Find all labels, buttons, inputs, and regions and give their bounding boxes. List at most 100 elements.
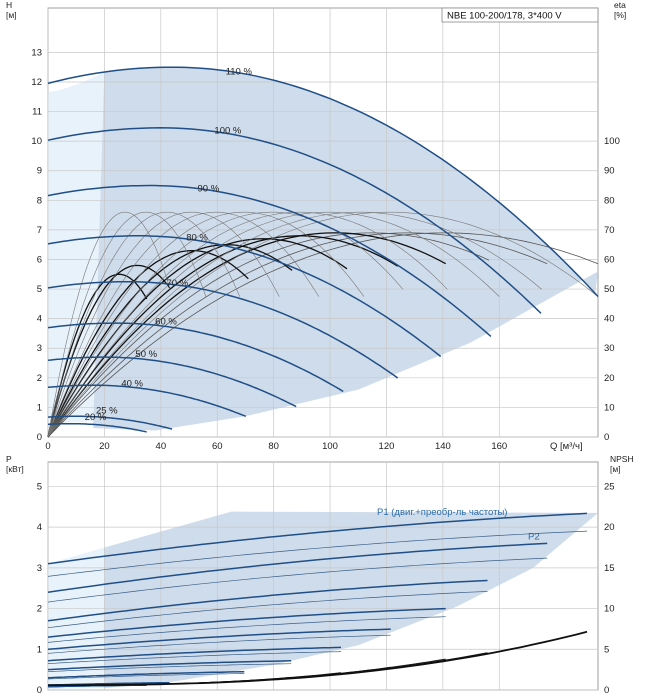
head-curve bbox=[47, 66, 599, 298]
y2-tick-label: 10 bbox=[604, 402, 615, 413]
y-tick-label: 13 bbox=[31, 47, 42, 58]
x-axis-label: Q [м³/ч] bbox=[550, 441, 583, 452]
efficiency-curve bbox=[47, 235, 399, 438]
npsh-curve bbox=[48, 676, 292, 686]
operating-area-bottom bbox=[104, 511, 599, 688]
head-curve bbox=[47, 184, 492, 337]
head-curve bbox=[48, 422, 147, 433]
x-tick-label: 20 bbox=[99, 441, 110, 452]
p2-curve bbox=[47, 557, 548, 603]
p1-curve bbox=[47, 607, 446, 638]
efficiency-curve-thin bbox=[47, 211, 542, 438]
y-tick-label: 12 bbox=[31, 77, 42, 88]
y-tick-label: 5 bbox=[37, 284, 42, 295]
y2-tick-label: 20 bbox=[604, 522, 615, 533]
y2-tick-label: 50 bbox=[604, 284, 615, 295]
head-curve-label: 110 % bbox=[226, 67, 253, 78]
head-curve-label: 80 % bbox=[186, 232, 208, 243]
efficiency-curve-thin bbox=[47, 211, 241, 438]
y-tick-label: 1 bbox=[37, 644, 42, 655]
p1-curve bbox=[47, 646, 342, 662]
x-tick-label: 0 bbox=[45, 441, 50, 452]
y2-tick-label: 0 bbox=[604, 685, 609, 696]
y-tick-label: 4 bbox=[37, 314, 42, 325]
x-tick-label: 40 bbox=[156, 441, 167, 452]
efficiency-curve-thin bbox=[47, 211, 599, 438]
efficiency-curve-thin bbox=[47, 211, 500, 438]
power-npsh-plot: P1 (двиг.+преобр-ль частоты) P2 0 1 2 3 4 5 0 5 10… bbox=[6, 454, 634, 696]
x-tick-label: 80 bbox=[268, 441, 279, 452]
efficiency-curve-thin bbox=[47, 211, 320, 438]
y-tick-label: 0 bbox=[37, 685, 42, 696]
p1-curve bbox=[47, 579, 488, 622]
y-axis-label: H [м] bbox=[6, 0, 17, 20]
efficiency-curve-thin bbox=[47, 211, 404, 438]
p2-curve bbox=[47, 530, 588, 577]
p2-curve bbox=[47, 663, 292, 673]
head-curve-label: 70 % bbox=[166, 278, 188, 289]
head-curve-label: 100 % bbox=[214, 126, 241, 137]
efficiency-curve-thin bbox=[47, 211, 280, 438]
y2-tick-label: 25 bbox=[604, 481, 615, 492]
head-curve-label: 90 % bbox=[197, 183, 219, 194]
p2-curve bbox=[47, 591, 488, 629]
efficiency-curve bbox=[47, 244, 293, 438]
p1-curve bbox=[47, 670, 245, 679]
y2-tick-label: 100 bbox=[604, 136, 620, 147]
y2-axis-label: NPSH [м] bbox=[610, 454, 634, 474]
head-curve bbox=[47, 280, 399, 379]
head-curve-label: 20 % bbox=[85, 412, 107, 423]
p2-curve bbox=[47, 673, 245, 680]
p2-curve bbox=[47, 651, 342, 664]
y2-axis-label: eta [%] bbox=[614, 0, 626, 20]
y-tick-label: 4 bbox=[37, 522, 42, 533]
y-tick-label: 7 bbox=[37, 225, 42, 236]
y2-tick-label: 5 bbox=[604, 644, 609, 655]
y2-tick-label: 15 bbox=[604, 563, 615, 574]
y-tick-label: 0 bbox=[37, 432, 42, 443]
head-curve-label: 40 % bbox=[121, 379, 143, 390]
efficiency-curve-thin bbox=[47, 211, 365, 438]
y2-tick-label: 30 bbox=[604, 343, 615, 354]
y-axis-label: P [кВт] bbox=[6, 454, 24, 474]
extended-range-area bbox=[48, 71, 105, 424]
head-curve bbox=[47, 415, 173, 430]
p1-curve bbox=[47, 512, 588, 565]
operating-area bbox=[93, 67, 598, 431]
y-tick-label: 10 bbox=[31, 136, 42, 147]
head-curve bbox=[47, 384, 247, 417]
efficiency-curve bbox=[47, 232, 490, 438]
title-box bbox=[441, 7, 599, 23]
y2-tick-label: 60 bbox=[604, 254, 615, 265]
y2-tick-label: 70 bbox=[604, 225, 615, 236]
p1-series-label: P1 (двиг.+преобр-ль частоты) bbox=[377, 507, 507, 518]
efficiency-curve bbox=[47, 238, 348, 438]
chart-title: NBE 100-200/178, 3*400 V bbox=[447, 11, 562, 22]
p2-curve bbox=[47, 634, 391, 654]
y-tick-label: 2 bbox=[37, 373, 42, 384]
y2-tick-label: 20 bbox=[604, 373, 615, 384]
p2-curve bbox=[47, 616, 446, 643]
y-tick-label: 5 bbox=[37, 481, 42, 492]
extended-range-area-bottom bbox=[48, 547, 105, 690]
x-tick-label: 140 bbox=[435, 441, 451, 452]
x-tick-label: 60 bbox=[212, 441, 223, 452]
head-efficiency-plot: 110 %100 %90 %80 %70 %60 %50 %40 %25 %20… bbox=[6, 0, 626, 452]
y2-tick-label: 90 bbox=[604, 166, 615, 177]
x-tick-label: 100 bbox=[322, 441, 338, 452]
y2-tick-label: 80 bbox=[604, 195, 615, 206]
head-curve-label: 25 % bbox=[96, 405, 118, 416]
efficiency-curve-thin bbox=[47, 211, 448, 438]
x-tick-label: 120 bbox=[379, 441, 395, 452]
head-curve bbox=[47, 356, 297, 408]
y-tick-label: 3 bbox=[37, 563, 42, 574]
p1-curve bbox=[47, 628, 391, 651]
head-curve-label: 60 % bbox=[155, 317, 177, 328]
y2-tick-label: 40 bbox=[604, 314, 615, 325]
y-tick-label: 11 bbox=[32, 107, 42, 118]
y-tick-label: 1 bbox=[37, 402, 42, 413]
y2-tick-label: 10 bbox=[604, 604, 615, 615]
y-tick-label: 8 bbox=[37, 195, 42, 206]
y-tick-label: 6 bbox=[37, 254, 42, 265]
y-tick-label: 2 bbox=[37, 604, 42, 615]
